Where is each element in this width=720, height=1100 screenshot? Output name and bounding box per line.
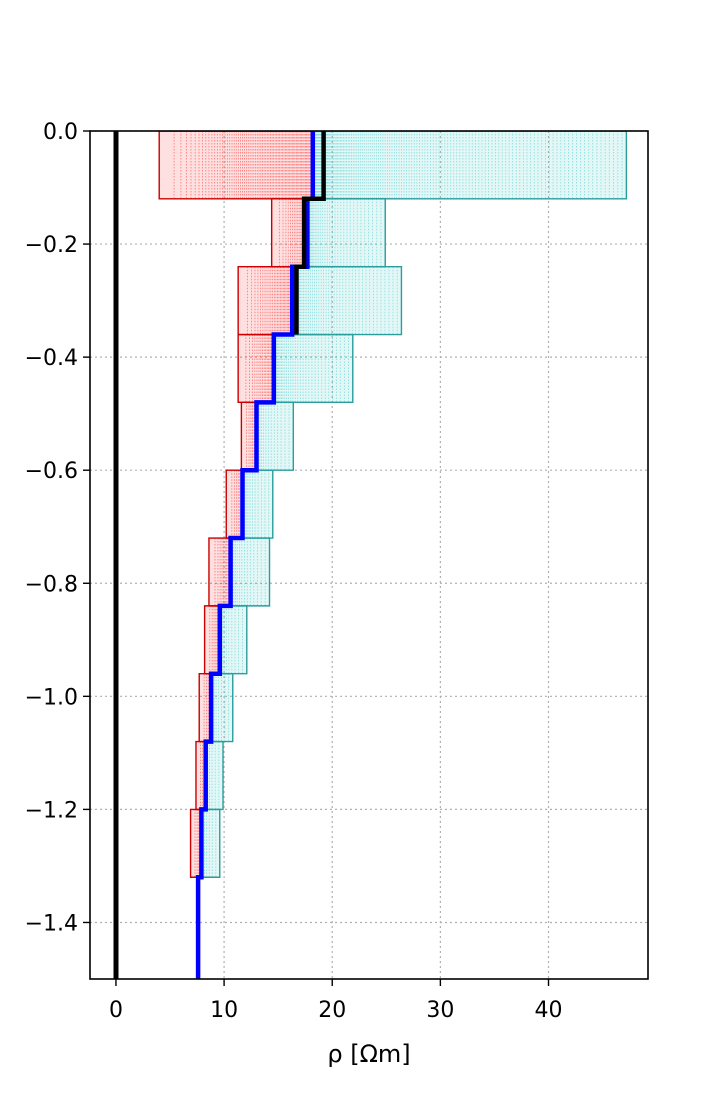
upper-band-fill	[205, 741, 224, 810]
upper-band	[273, 333, 354, 404]
series-lines	[113, 131, 326, 979]
upper-band	[312, 131, 628, 200]
lower-band	[208, 537, 232, 607]
upper-band	[205, 740, 224, 811]
lower-band-fill	[195, 741, 206, 810]
lower-band-fill	[159, 131, 313, 199]
upper-band-fill	[230, 538, 270, 606]
x-tick-label: 10	[210, 998, 238, 1023]
y-tick-label: −1.0	[25, 685, 78, 710]
upper-band	[291, 265, 403, 336]
upper-band	[200, 808, 221, 878]
upper-band-fill	[201, 809, 220, 878]
upper-band-fill	[292, 266, 402, 335]
uncertainty-bands	[158, 131, 628, 878]
lower-band-fill	[238, 266, 293, 335]
upper-band-outline	[273, 333, 354, 404]
x-tick-label: 40	[535, 998, 563, 1023]
y-tick-label: 0.0	[43, 120, 78, 145]
y-tick-label: −0.4	[25, 346, 78, 371]
lower-band-fill	[238, 334, 274, 403]
lower-band-fill	[190, 809, 202, 878]
x-tick-label: 0	[109, 998, 123, 1023]
upper-band-fill	[307, 198, 386, 267]
x-tick-label: 20	[318, 998, 346, 1023]
x-axis-title: ρ [Ωm]	[327, 1040, 410, 1068]
lower-band	[237, 265, 293, 336]
upper-band	[230, 537, 271, 607]
x-tick-label: 30	[426, 998, 454, 1023]
upper-band	[219, 605, 248, 675]
x-axis: 0 10 20 30 40	[109, 979, 563, 1023]
upper-band-outline	[230, 537, 271, 607]
upper-band-fill	[219, 605, 247, 674]
upper-band	[306, 198, 386, 268]
lower-band-outline	[158, 131, 313, 200]
lower-band-fill	[241, 402, 257, 471]
upper-band-fill	[312, 131, 627, 199]
y-tick-label: −0.6	[25, 459, 78, 484]
upper-band-fill	[273, 334, 353, 403]
y-tick-label: −0.8	[25, 572, 78, 597]
y-tick-label: −1.2	[25, 798, 78, 823]
lower-band-fill	[199, 673, 212, 742]
lower-band	[203, 605, 221, 675]
lower-band	[270, 198, 308, 268]
upper-band-outline	[201, 808, 221, 878]
lower-band-fill	[208, 538, 231, 606]
lower-band	[158, 131, 314, 200]
lower-band	[237, 333, 275, 404]
lower-band	[225, 469, 243, 539]
y-tick-label: −1.4	[25, 911, 78, 936]
upper-band-fill	[242, 470, 273, 539]
lower-band-fill	[271, 198, 308, 267]
lower-band-fill	[226, 470, 243, 539]
lower-band-fill	[204, 605, 220, 674]
upper-band	[242, 469, 274, 539]
upper-band	[210, 673, 234, 743]
upper-band	[256, 401, 295, 471]
y-tick-label: −0.2	[25, 233, 78, 258]
plot-frame	[89, 130, 649, 980]
upper-band-fill	[211, 673, 233, 742]
series-line	[294, 131, 326, 335]
y-axis: 0.0 −0.2 −0.4 −0.6 −0.8 −1.0 −1.2 −1.4	[25, 120, 90, 936]
upper-band-outline	[312, 131, 628, 200]
upper-band-fill	[256, 402, 294, 471]
